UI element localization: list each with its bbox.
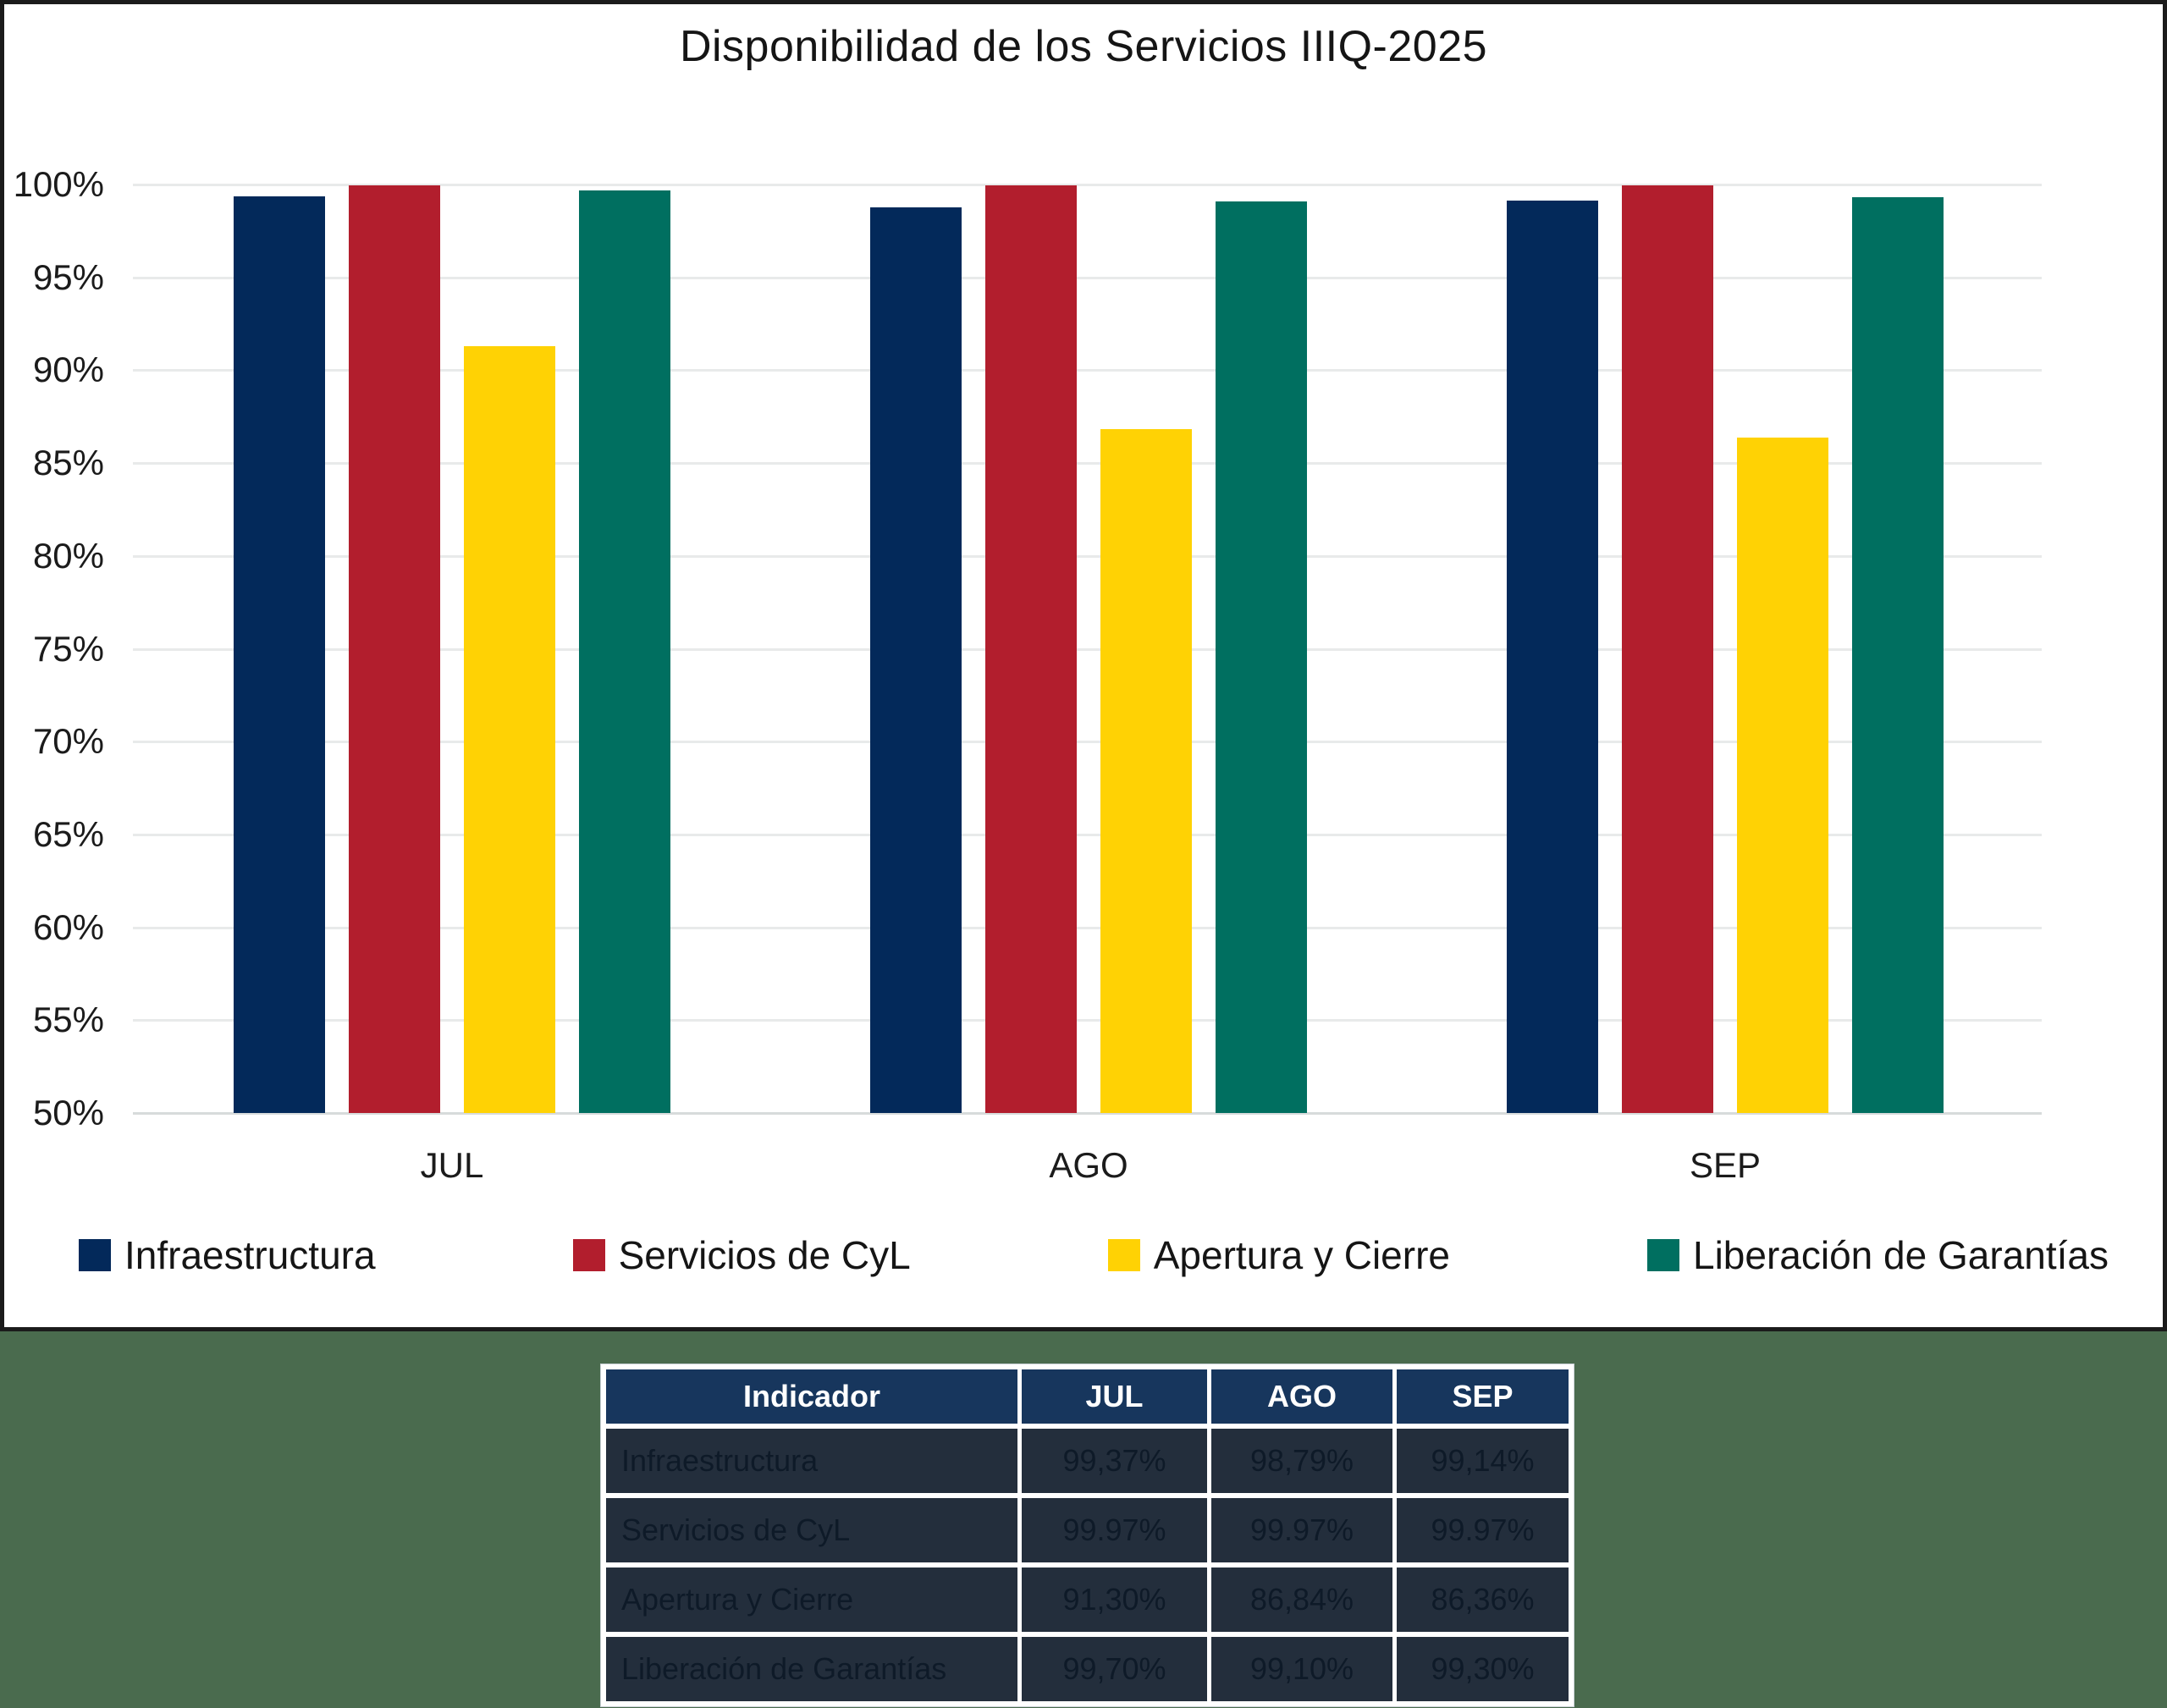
table-cell: 86,36% [1397,1568,1569,1632]
table-cell: 99,10% [1211,1637,1392,1701]
legend-label: Apertura y Cierre [1153,1233,1450,1277]
gridline [133,369,2042,372]
bar-jul-apertura-y-cierre [464,346,555,1113]
availability-chart-panel: Disponibilidad de los Servicios IIIQ-202… [0,0,2167,1331]
table-cell: 86,84% [1211,1568,1392,1632]
bar-sep-apertura-y-cierre [1737,438,1828,1113]
summary-table: Indicador JUL AGO SEP Infraestructura 99… [601,1364,1574,1706]
legend-swatch-apertura-cierre [1107,1239,1140,1271]
legend-item-liberacion-garantias: Liberación de Garantías [1647,1232,2109,1278]
table-cell: 99,70% [1022,1637,1207,1701]
table-cell: 99,30% [1397,1637,1569,1701]
table-header-ago: AGO [1211,1369,1392,1424]
table-row-label: Servicios de CyL [606,1498,1017,1562]
y-axis-tick-label: 95% [32,256,104,297]
legend-item-servicios-cyl: Servicios de CyL [572,1232,911,1278]
legend-swatch-liberacion-garantias [1647,1239,1679,1271]
bar-group-ago [870,185,1307,1113]
bar-ago-liberaci-n-de-garant-as [1216,201,1307,1113]
y-axis-tick-label: 50% [32,1093,104,1132]
gridline [133,184,2042,186]
x-axis-tick-label-jul: JUL [420,1145,484,1185]
y-axis-tick-label: 55% [32,1000,104,1040]
gridline [133,833,2042,836]
table-cell: 99,14% [1397,1429,1569,1493]
bar-jul-infraestructura [234,196,325,1113]
table-cell: 91,30% [1022,1568,1207,1632]
table-cell: 99,37% [1022,1429,1207,1493]
table-row-label: Liberación de Garantías [606,1637,1017,1701]
y-axis-tick-label: 65% [32,813,104,854]
gridline [133,1019,2042,1022]
table-header-sep: SEP [1397,1369,1569,1424]
y-axis-tick-label: 85% [32,443,104,483]
table-cell: 99.97% [1211,1498,1392,1562]
bar-group-sep [1507,185,1944,1113]
gridline [133,1112,2042,1115]
bar-sep-liberaci-n-de-garant-as [1852,197,1944,1113]
table-row-label: Apertura y Cierre [606,1568,1017,1632]
bar-group-jul [234,185,670,1113]
legend-item-apertura-cierre: Apertura y Cierre [1107,1232,1450,1278]
gridline [133,647,2042,651]
y-axis-tick-label: 60% [32,906,104,947]
table-cell: 99.97% [1022,1498,1207,1562]
bar-jul-liberaci-n-de-garant-as [579,190,670,1113]
table-row-label: Infraestructura [606,1429,1017,1493]
legend-item-infraestructura: Infraestructura [79,1232,376,1278]
legend-label: Servicios de CyL [618,1233,911,1277]
bar-ago-apertura-y-cierre [1100,429,1192,1113]
table-cell: 99.97% [1397,1498,1569,1562]
legend-label: Infraestructura [124,1233,376,1277]
legend-swatch-infraestructura [79,1239,111,1271]
bar-sep-servicios-de-cyl [1622,185,1713,1113]
chart-legend: Infraestructura Servicios de CyL Apertur… [79,1230,2109,1281]
table-cell: 98,79% [1211,1429,1392,1493]
bar-ago-infraestructura [870,207,962,1113]
plot-area [133,184,2042,1115]
legend-swatch-servicios-cyl [572,1239,605,1271]
gridline [133,741,2042,744]
table-header-jul: JUL [1022,1369,1207,1424]
gridline [133,462,2042,466]
summary-table-section: Indicador JUL AGO SEP Infraestructura 99… [0,1331,2167,1708]
gridline [133,554,2042,558]
y-axis-tick-label: 100% [13,164,104,204]
x-axis-tick-label-sep: SEP [1689,1145,1762,1185]
y-axis-tick-label: 80% [32,535,104,576]
bar-ago-servicios-de-cyl [985,185,1077,1113]
y-axis-tick-label: 75% [32,628,104,669]
x-axis-labels: JUL AGO SEP [133,1145,2042,1187]
gridline [133,276,2042,279]
chart-title: Disponibilidad de los Servicios IIIQ-202… [679,22,1488,71]
legend-label: Liberación de Garantías [1693,1233,2109,1277]
bar-sep-infraestructura [1507,201,1598,1113]
gridline [133,926,2042,929]
y-axis-tick-label: 90% [32,350,104,390]
y-axis-labels: 100% 95% 90% 85% 80% 75% 70% 65% 60% 55% 50% [11,166,104,1132]
x-axis-tick-label-ago: AGO [1049,1145,1128,1185]
bar-jul-servicios-de-cyl [349,185,440,1113]
y-axis-tick-label: 70% [32,721,104,762]
table-header-indicador: Indicador [606,1369,1017,1424]
